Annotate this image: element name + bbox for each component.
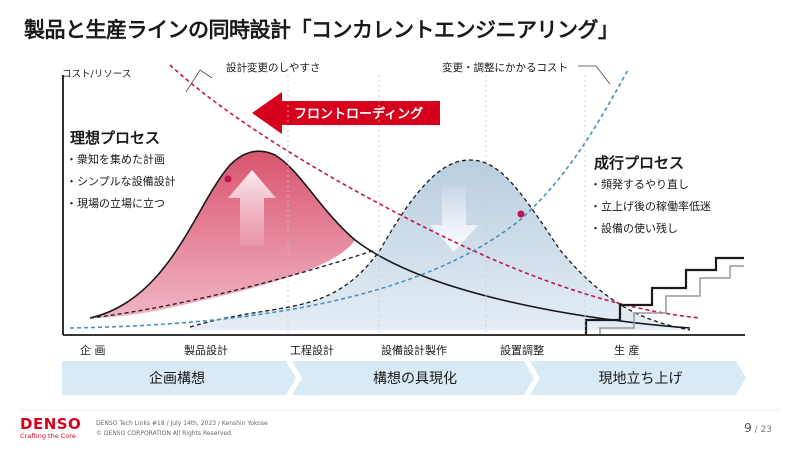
phase-chevron-2 [292, 361, 534, 395]
current-page: 9 [744, 421, 752, 435]
actual-process-curve [189, 159, 691, 331]
total-pages: / 23 [754, 425, 772, 435]
footer-copyright: © DENSO CORPORATION All Rights Reserved. [96, 430, 233, 437]
footer-info: DENSO Tech Links #18 / July 14th, 2023 /… [96, 419, 268, 439]
stage-equipment-design: 設備設計製作 [381, 344, 447, 357]
front-loading-label: フロントローディング [294, 107, 424, 122]
down-arrow-icon [430, 185, 478, 252]
list-item: 現場の立場に立つ [66, 193, 176, 215]
denso-tagline: Crafting the Core [20, 432, 76, 440]
stage-planning: 企 画 [80, 344, 106, 357]
ideal-process-title: 理想プロセス [70, 129, 161, 147]
footer-event: DENSO Tech Links #18 / July 14th, 2023 /… [96, 420, 268, 427]
list-item: 立上げ後の稼働率低迷 [590, 196, 711, 218]
list-item: シンプルな設備設計 [66, 171, 176, 193]
stage-process-design: 工程設計 [290, 344, 334, 357]
phase-chevron-1 [62, 361, 296, 395]
ideal-process-list: 衆知を集めた計画 シンプルな設備設計 現場の立場に立つ [66, 149, 176, 215]
phase-realization: 構想の具現化 [373, 371, 457, 387]
slide-title: 製品と生産ラインの同時設計「コンカレントエンジニアリング」 [24, 18, 619, 42]
list-item: 衆知を集めた計画 [66, 149, 176, 171]
page-number: 9 / 23 [744, 421, 772, 435]
phase-concept: 企画構想 [149, 371, 205, 387]
up-arrow-icon [228, 170, 276, 245]
production-staircase-shadow [599, 265, 744, 335]
phase-onsite-launch: 現地立ち上げ [598, 371, 683, 387]
production-staircase [584, 256, 744, 335]
front-loading-arrow [252, 92, 440, 134]
cost-of-change-label: 変更・調整にかかるコスト [442, 62, 568, 74]
phase-chevron-3 [530, 361, 746, 395]
stage-installation: 設置調整 [500, 344, 544, 357]
ease-of-change-curve [169, 64, 701, 319]
cost-of-change-curve [69, 69, 629, 329]
ease-of-change-label: 設計変更のしやすさ [226, 62, 321, 74]
y-axis-label: コスト/リソース [62, 69, 132, 80]
ease-label-leader [185, 69, 213, 93]
list-item: 頻発するやり直し [590, 174, 711, 196]
cost-label-leader [578, 65, 611, 85]
denso-logo: DENSO [20, 415, 82, 433]
stage-production: 生 産 [614, 344, 640, 357]
actual-process-list: 頻発するやり直し 立上げ後の稼働率低迷 設備の使い残し [590, 174, 711, 240]
stage-product-design: 製品設計 [184, 344, 228, 357]
actual-process-title: 成行プロセス [594, 154, 685, 172]
ideal-lower-curve [89, 249, 376, 319]
actual-marker-dot [517, 210, 525, 218]
ideal-marker-dot [224, 175, 232, 183]
list-item: 設備の使い残し [590, 218, 711, 240]
